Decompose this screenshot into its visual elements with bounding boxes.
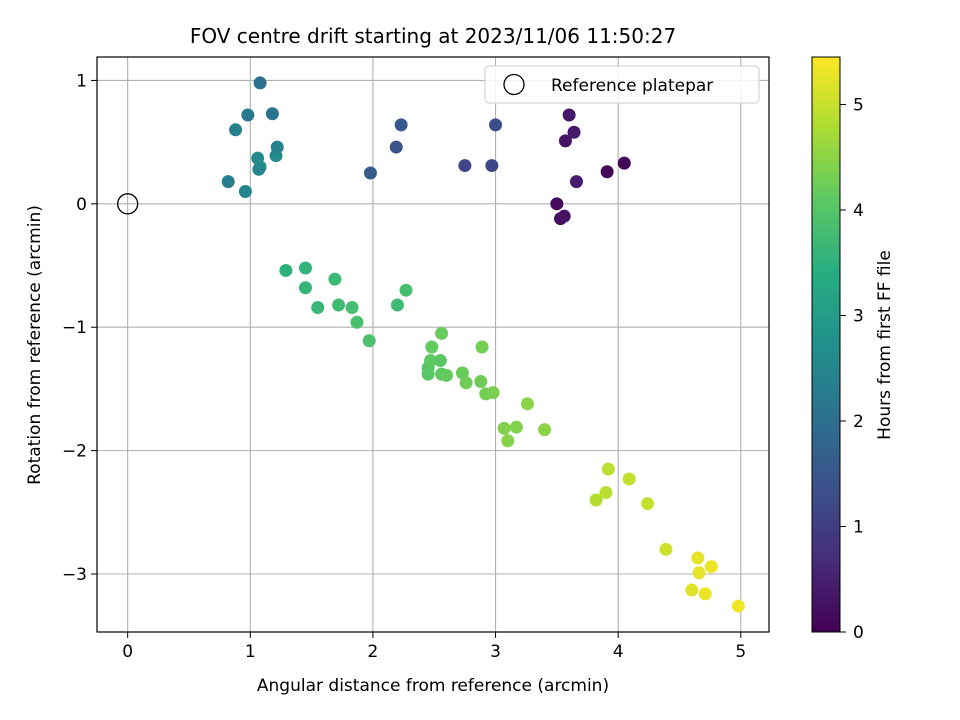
data-point: [569, 175, 583, 189]
x-axis-label: Angular distance from reference (arcmin): [257, 676, 609, 696]
data-point: [238, 184, 252, 198]
data-point: [265, 107, 279, 121]
reference-marker: [117, 193, 139, 215]
data-point: [253, 76, 267, 90]
data-point: [685, 583, 699, 597]
data-point: [698, 587, 712, 601]
data-point: [439, 368, 453, 382]
data-point: [399, 283, 413, 297]
data-point: [435, 326, 449, 340]
data-point: [332, 298, 346, 312]
colorbar-tick-label: 5: [853, 95, 864, 115]
data-point: [599, 486, 613, 500]
colorbar-tick-label: 4: [853, 201, 864, 221]
data-point: [557, 209, 571, 223]
data-point: [345, 300, 359, 314]
data-point: [489, 118, 503, 132]
data-point: [279, 263, 293, 277]
data-point: [298, 281, 312, 295]
data-point: [474, 375, 488, 389]
data-point: [459, 376, 473, 390]
data-point: [622, 472, 636, 486]
legend: Reference platepar: [484, 65, 760, 104]
legend-box: [484, 65, 760, 104]
legend-marker-open-circle: [503, 73, 525, 96]
data-point: [458, 159, 472, 173]
data-point: [389, 140, 403, 154]
colorbar-tick-label: 2: [853, 412, 864, 432]
plot-frame: [96, 56, 770, 633]
y-tick-label: −2: [62, 442, 87, 462]
data-point: [394, 118, 408, 132]
y-axis-label: Rotation from reference (arcmin): [25, 205, 45, 485]
reference-platepar-point: [117, 193, 139, 215]
data-point: [497, 421, 511, 435]
colorbar-label: Hours from first FF file: [875, 250, 895, 440]
colorbar-tick-label: 1: [853, 517, 864, 537]
data-point: [425, 340, 439, 354]
data-point: [229, 123, 243, 137]
data-point: [550, 197, 564, 211]
data-point: [691, 551, 705, 565]
data-point: [424, 354, 438, 368]
data-point: [221, 175, 235, 189]
data-point: [558, 134, 572, 148]
data-point: [455, 366, 469, 380]
data-point: [520, 397, 534, 411]
data-point: [501, 434, 515, 448]
y-tick-label: −1: [62, 318, 87, 338]
data-point: [509, 420, 523, 434]
data-point: [731, 599, 745, 613]
colorbar-ticks: 0 1 2 3 4 5: [840, 95, 864, 643]
y-tick-label: 1: [76, 71, 87, 91]
data-point: [241, 108, 255, 122]
data-point: [390, 298, 404, 312]
x-tick-label: 5: [735, 642, 746, 662]
data-point: [600, 165, 614, 179]
data-point: [363, 166, 377, 180]
data-point: [421, 367, 435, 381]
data-point: [538, 423, 552, 437]
x-tick-label: 4: [613, 642, 624, 662]
data-point: [486, 386, 500, 400]
x-tick-label: 0: [122, 642, 133, 662]
data-point: [659, 542, 673, 556]
x-axis-ticks: 0 1 2 3 4 5: [122, 632, 746, 662]
data-point: [567, 125, 581, 139]
x-tick-label: 2: [367, 642, 378, 662]
data-point: [362, 334, 376, 348]
data-point: [589, 493, 603, 507]
data-point: [270, 140, 284, 154]
x-tick-label: 1: [245, 642, 256, 662]
data-point: [252, 162, 266, 176]
data-point: [311, 300, 325, 314]
data-point: [485, 159, 499, 173]
data-point: [562, 108, 576, 122]
y-tick-label: −3: [62, 565, 87, 585]
legend-entry-label: Reference platepar: [551, 76, 713, 96]
data-point: [350, 315, 364, 329]
y-tick-label: 0: [76, 195, 87, 215]
grid-lines: [97, 57, 769, 632]
colorbar: [811, 56, 841, 633]
y-axis-ticks: 1 0 −1 −2 −3: [62, 71, 97, 585]
data-point: [641, 497, 655, 511]
data-point: [617, 156, 631, 170]
colorbar-tick-label: 0: [853, 623, 864, 643]
data-point: [704, 560, 718, 574]
data-point: [692, 566, 706, 580]
data-point: [601, 462, 615, 476]
data-point: [433, 354, 447, 368]
colorbar-tick-label: 3: [853, 306, 864, 326]
data-point: [475, 340, 489, 354]
x-tick-label: 3: [490, 642, 501, 662]
chart-title: FOV centre drift starting at 2023/11/06 …: [190, 24, 676, 48]
data-points: [221, 76, 745, 613]
data-point: [298, 261, 312, 275]
data-point: [328, 272, 342, 286]
